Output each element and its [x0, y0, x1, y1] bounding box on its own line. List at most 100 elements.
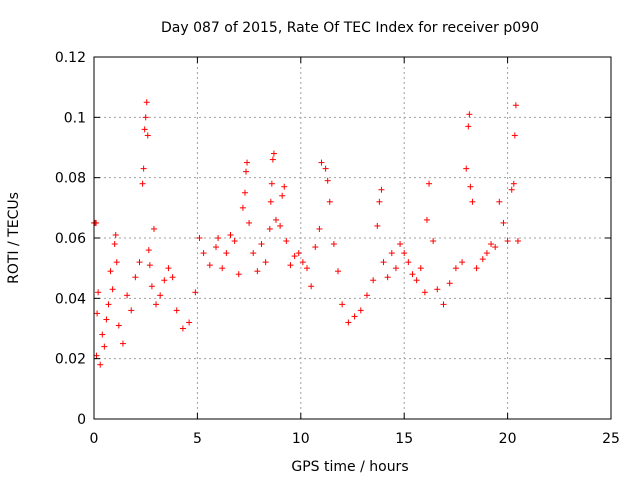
data-point — [426, 180, 433, 187]
data-point — [417, 265, 424, 272]
data-point — [219, 265, 226, 272]
data-point — [143, 99, 150, 106]
data-point — [514, 238, 521, 245]
data-point — [357, 307, 364, 314]
y-tick-label: 0.08 — [55, 171, 86, 187]
data-point — [504, 238, 511, 245]
data-point — [179, 325, 186, 332]
data-point — [339, 301, 346, 308]
data-point — [206, 262, 213, 269]
data-point — [101, 343, 108, 350]
data-point — [405, 259, 412, 266]
x-axis: 0 5 10 15 20 25 — [90, 57, 620, 447]
data-point — [109, 286, 116, 293]
data-point — [144, 132, 151, 139]
y-tick-label: 0.02 — [55, 352, 86, 368]
plot-frame — [93, 56, 612, 420]
data-point — [242, 168, 249, 175]
data-point — [196, 235, 203, 241]
data-point — [304, 265, 311, 272]
data-point — [150, 225, 157, 232]
x-tick-label: 5 — [193, 431, 202, 447]
data-point — [99, 331, 106, 338]
data-point — [463, 165, 470, 172]
grid-lines — [94, 57, 611, 419]
data-point — [308, 283, 315, 290]
x-axis-label: GPS time / hours — [291, 459, 408, 475]
y-axis: 0 0.02 0.04 0.06 0.08 0.1 0.12 — [55, 50, 611, 428]
data-point — [200, 250, 207, 257]
data-point — [235, 271, 242, 278]
data-point — [312, 244, 319, 251]
data-point — [510, 180, 517, 187]
data-point — [142, 114, 149, 121]
data-point — [266, 225, 273, 232]
data-point — [165, 265, 172, 272]
data-point — [272, 216, 279, 223]
data-point — [351, 313, 358, 320]
data-point — [316, 225, 323, 232]
data-point — [378, 186, 385, 193]
data-point — [270, 150, 277, 157]
data-point — [380, 259, 387, 266]
data-point — [186, 319, 193, 326]
data-point — [139, 180, 146, 187]
data-point — [169, 274, 176, 281]
data-point — [465, 123, 472, 130]
data-point — [452, 265, 459, 272]
y-tick-label: 0 — [77, 412, 86, 428]
data-point — [388, 250, 395, 257]
data-point — [161, 277, 168, 284]
data-point — [512, 102, 519, 109]
data-point — [483, 250, 490, 257]
data-point — [508, 186, 515, 193]
data-point — [322, 165, 329, 172]
data-point — [213, 244, 220, 251]
data-point — [107, 268, 114, 275]
data-point — [239, 204, 246, 211]
data-point — [434, 286, 441, 293]
data-point — [335, 268, 342, 275]
data-point — [146, 262, 153, 269]
chart-title: Day 087 of 2015, Rate Of TEC Index for r… — [161, 20, 539, 36]
data-point — [250, 250, 257, 257]
x-tick-label: 0 — [90, 431, 99, 447]
data-point — [370, 277, 377, 284]
data-point — [128, 307, 135, 314]
data-point — [119, 340, 126, 347]
data-point — [295, 250, 302, 257]
data-point — [492, 244, 499, 251]
data-point — [111, 241, 118, 248]
x-tick-label: 25 — [602, 431, 620, 447]
data-point — [269, 156, 276, 163]
data-point — [423, 216, 430, 223]
data-point — [511, 132, 518, 139]
data-point — [153, 301, 160, 308]
data-point — [430, 238, 437, 245]
data-point — [258, 241, 265, 248]
data-point — [374, 222, 381, 229]
data-point — [473, 265, 480, 272]
x-tick-label: 15 — [395, 431, 413, 447]
data-point — [244, 159, 251, 166]
data-point — [173, 307, 180, 314]
data-point — [215, 235, 222, 241]
data-point — [113, 259, 120, 266]
data-point — [392, 265, 399, 272]
data-point — [192, 289, 199, 296]
data-point — [223, 250, 230, 257]
data-point — [488, 241, 495, 248]
data-point — [324, 177, 331, 184]
x-tick-label: 10 — [292, 431, 310, 447]
data-point — [246, 219, 253, 226]
data-point — [145, 247, 152, 254]
data-point — [268, 180, 275, 187]
data-point — [409, 271, 416, 278]
data-point — [281, 183, 288, 190]
data-point — [283, 238, 290, 245]
data-point — [326, 198, 333, 205]
data-point — [112, 231, 119, 238]
data-point — [241, 189, 248, 196]
data-point — [132, 274, 139, 281]
data-point — [231, 238, 238, 245]
